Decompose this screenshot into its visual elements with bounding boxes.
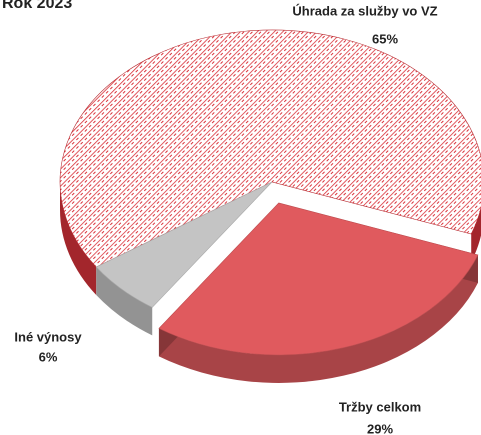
slice-group: [95, 181, 273, 336]
slice-label: Úhrada za služby vo VZ: [292, 3, 437, 18]
slice-group: [158, 202, 479, 383]
slice-group: [59, 29, 481, 295]
slice-value-label: 6%: [39, 349, 58, 364]
slice: [158, 202, 479, 356]
slice-label: Iné výnosy: [14, 329, 82, 344]
slice-side: [59, 182, 97, 295]
slice: [95, 181, 273, 308]
slice-side: [158, 254, 478, 383]
slice-side: [96, 266, 153, 336]
slice-label: Tržby celkom: [339, 399, 421, 414]
slice-value-label: 29%: [367, 421, 393, 435]
chart-title: Rok 2023: [2, 0, 72, 12]
slice-value-label: 65%: [372, 31, 398, 46]
slice: [59, 29, 481, 268]
slice-side: [471, 207, 481, 262]
